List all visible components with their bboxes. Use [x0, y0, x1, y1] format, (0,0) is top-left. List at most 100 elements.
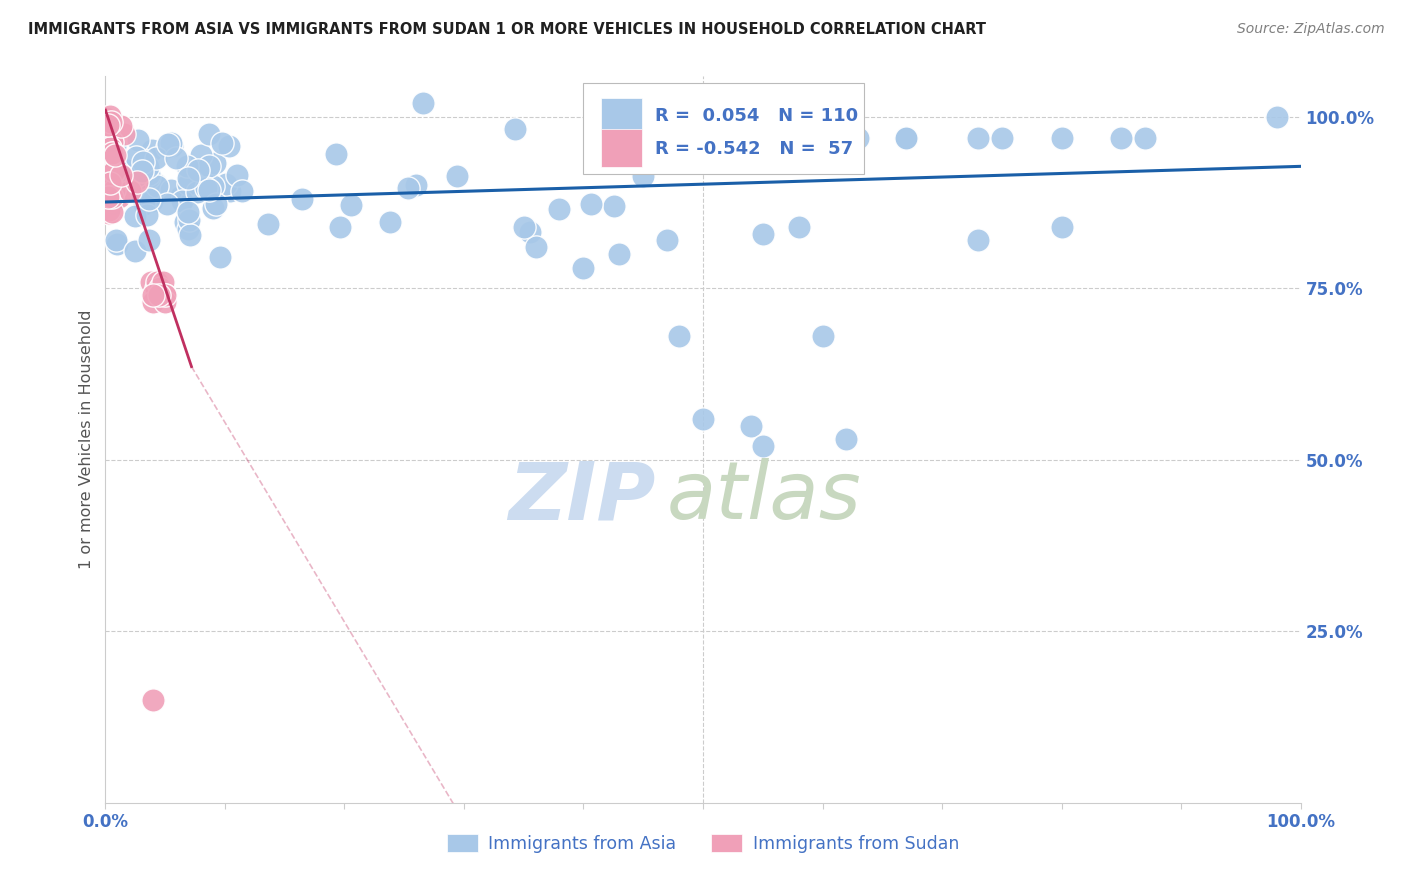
- Point: [218, 139, 240, 153]
- Point: [211, 136, 233, 150]
- Point: [572, 260, 595, 275]
- Point: [101, 205, 124, 219]
- Point: [98, 112, 121, 127]
- Point: [145, 178, 167, 193]
- Point: [846, 130, 869, 145]
- Point: [396, 180, 419, 194]
- Point: [177, 177, 200, 191]
- Point: [138, 169, 160, 184]
- Point: [98, 194, 121, 208]
- Text: Source: ZipAtlas.com: Source: ZipAtlas.com: [1237, 22, 1385, 37]
- Point: [97, 190, 120, 204]
- Point: [97, 178, 120, 193]
- Point: [97, 203, 120, 218]
- Point: [124, 209, 146, 223]
- Point: [124, 244, 146, 258]
- Point: [101, 166, 124, 180]
- Point: [141, 194, 163, 209]
- Point: [1050, 219, 1073, 234]
- Point: [177, 205, 200, 219]
- Point: [96, 118, 118, 132]
- Point: [195, 181, 218, 195]
- Point: [156, 136, 179, 151]
- Point: [96, 172, 118, 186]
- Point: [124, 169, 146, 183]
- Point: [155, 140, 177, 154]
- Point: [179, 227, 201, 242]
- Point: [141, 143, 163, 157]
- Point: [138, 192, 160, 206]
- Point: [138, 167, 160, 181]
- Point: [378, 215, 401, 229]
- Point: [146, 275, 169, 289]
- Point: [104, 138, 127, 153]
- Point: [1050, 130, 1073, 145]
- Point: [170, 189, 193, 203]
- Point: [131, 153, 153, 168]
- Point: [98, 168, 121, 182]
- Point: [101, 135, 124, 149]
- Point: [135, 208, 157, 222]
- Point: [127, 175, 149, 189]
- Point: [103, 183, 125, 197]
- Point: [108, 190, 131, 204]
- Point: [692, 411, 714, 425]
- Text: IMMIGRANTS FROM ASIA VS IMMIGRANTS FROM SUDAN 1 OR MORE VEHICLES IN HOUSEHOLD CO: IMMIGRANTS FROM ASIA VS IMMIGRANTS FROM …: [28, 22, 986, 37]
- Point: [125, 184, 148, 198]
- Point: [94, 171, 117, 186]
- Point: [98, 150, 121, 164]
- Point: [145, 151, 167, 165]
- Point: [179, 212, 201, 227]
- Point: [291, 192, 314, 206]
- Point: [100, 114, 122, 128]
- Text: atlas: atlas: [666, 458, 862, 536]
- Text: ZIP: ZIP: [508, 458, 655, 536]
- Point: [98, 176, 121, 190]
- Point: [96, 161, 118, 176]
- Point: [131, 155, 153, 169]
- Point: [100, 134, 122, 148]
- Point: [142, 295, 165, 310]
- Point: [524, 240, 547, 254]
- Point: [787, 219, 810, 234]
- Point: [107, 237, 129, 252]
- Point: [257, 217, 280, 231]
- Point: [231, 184, 253, 198]
- Point: [110, 168, 132, 182]
- Point: [811, 329, 834, 343]
- Point: [160, 139, 183, 153]
- Point: [101, 190, 124, 204]
- Point: [98, 141, 121, 155]
- Point: [198, 183, 221, 197]
- Point: [602, 199, 624, 213]
- Point: [1111, 130, 1133, 145]
- Point: [198, 127, 221, 141]
- Point: [152, 275, 174, 289]
- Point: [138, 233, 160, 247]
- Point: [148, 288, 170, 302]
- Point: [97, 123, 120, 137]
- Point: [214, 177, 236, 191]
- Point: [103, 193, 125, 207]
- Point: [103, 163, 125, 178]
- Point: [139, 275, 162, 289]
- Point: [153, 288, 177, 302]
- Point: [101, 146, 124, 161]
- Point: [668, 329, 690, 343]
- Point: [160, 136, 183, 150]
- Point: [136, 194, 159, 209]
- Point: [202, 201, 225, 215]
- Point: [187, 163, 209, 178]
- Point: [98, 206, 121, 220]
- Point: [96, 178, 118, 192]
- Y-axis label: 1 or more Vehicles in Household: 1 or more Vehicles in Household: [79, 310, 94, 569]
- Point: [503, 121, 526, 136]
- Point: [98, 141, 121, 155]
- Point: [751, 227, 773, 241]
- Point: [967, 130, 990, 145]
- Point: [835, 432, 858, 446]
- Point: [990, 130, 1012, 145]
- Point: [967, 234, 990, 248]
- Point: [136, 160, 159, 174]
- Point: [202, 178, 225, 192]
